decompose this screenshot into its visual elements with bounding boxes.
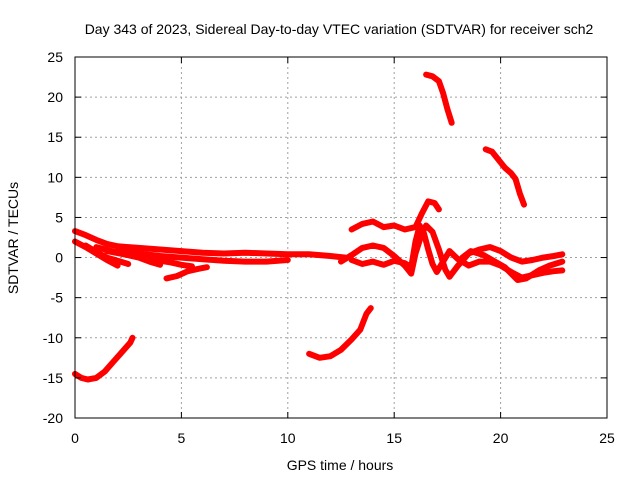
series-markers-3 <box>84 244 130 265</box>
y-tick-label: -10 <box>43 330 63 346</box>
axis-ticks: 0 5 10 15 20 25 -20 -15 -10 -5 0 5 10 15 20 25 <box>43 49 615 446</box>
y-tick-label: -20 <box>43 410 63 426</box>
y-axis-label: SDTVAR / TECUs <box>5 182 21 294</box>
series-markers-8 <box>74 336 134 381</box>
y-tick-label: 5 <box>55 209 63 225</box>
grid <box>75 57 607 418</box>
series-markers-1 <box>74 230 347 259</box>
series-layer <box>72 71 566 383</box>
series-markers-13 <box>461 250 564 281</box>
y-tick-label: -15 <box>43 370 63 386</box>
series-markers-9 <box>308 307 372 359</box>
x-tick-label: 15 <box>386 430 402 446</box>
plot-frame <box>74 56 608 419</box>
chart-title: Day 343 of 2023, Sidereal Day-to-day VTE… <box>85 21 594 37</box>
series-markers-15 <box>484 148 525 206</box>
x-tick-label: 5 <box>178 430 186 446</box>
series-markers-10 <box>350 200 440 231</box>
series-markers-7 <box>165 266 208 280</box>
x-tick-label: 25 <box>599 430 615 446</box>
series-markers-5 <box>105 250 193 268</box>
x-tick-label: 10 <box>280 430 296 446</box>
series-line-9 <box>306 305 374 361</box>
series-markers-14 <box>425 73 453 124</box>
series-markers-11 <box>340 224 564 278</box>
series-markers-6 <box>116 249 289 263</box>
x-tick-label: 0 <box>71 430 79 446</box>
y-tick-label: 10 <box>47 169 63 185</box>
y-tick-label: 20 <box>47 89 63 105</box>
y-tick-label: 25 <box>47 49 63 65</box>
y-tick-label: 0 <box>55 250 63 266</box>
y-tick-label: 15 <box>47 129 63 145</box>
x-tick-label: 20 <box>493 430 509 446</box>
x-axis-label: GPS time / hours <box>287 457 394 473</box>
y-tick-label: -5 <box>51 290 64 306</box>
